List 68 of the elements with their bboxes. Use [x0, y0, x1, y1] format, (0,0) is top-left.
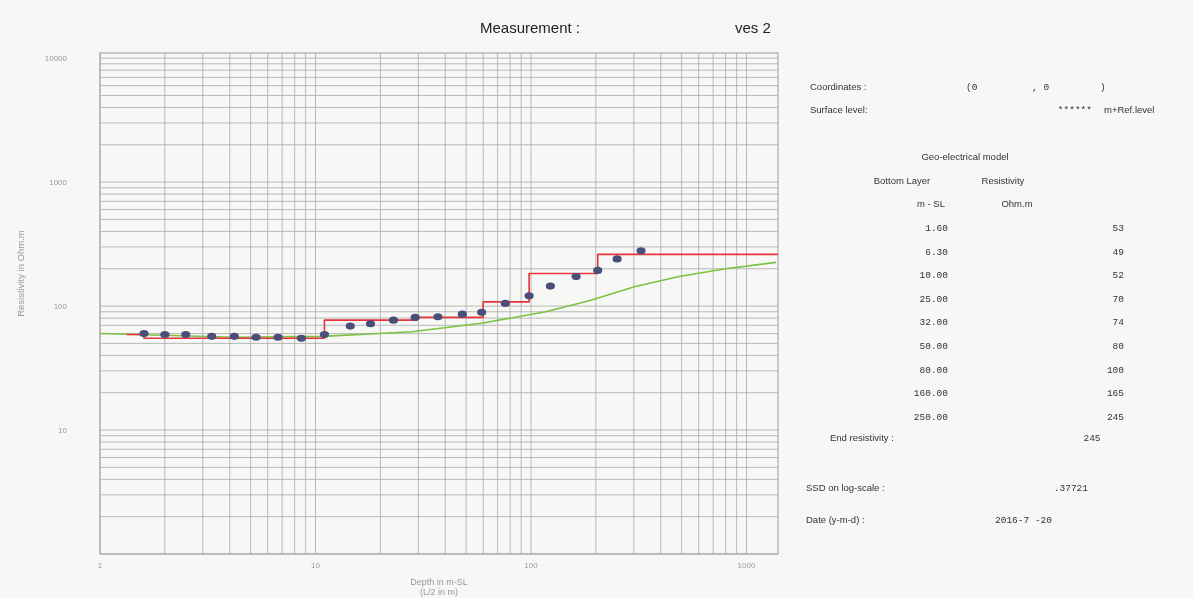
x-tick-label: 1000	[737, 561, 756, 570]
point	[524, 292, 534, 300]
data-label: 49	[1112, 246, 1125, 258]
point	[229, 332, 239, 340]
point	[273, 333, 283, 341]
text: Surface level:	[810, 104, 868, 115]
text: Resistivity	[981, 175, 1025, 186]
text: ******	[1057, 105, 1092, 116]
text: Coordinates :	[810, 81, 867, 92]
text: )	[1100, 82, 1106, 93]
y-tick-label: 100	[53, 302, 68, 312]
text: End resistivity :	[830, 432, 894, 443]
data-label: 165	[1106, 388, 1125, 400]
category-label: 250.00	[913, 411, 949, 423]
text: Ohm.m	[1001, 198, 1033, 209]
point	[139, 329, 149, 338]
point	[593, 266, 603, 274]
text: m - SL	[917, 198, 945, 209]
category-label: 1.60	[925, 223, 949, 234]
x-tick-label: 100	[524, 561, 539, 570]
point	[457, 310, 467, 318]
data-label: 100	[1106, 364, 1125, 376]
category-label: 80.00	[919, 364, 949, 376]
x-axis-title: Depth in m-SL (L/2 in m)	[410, 577, 468, 597]
text: , 0	[1032, 82, 1050, 93]
x-tick-label: 10	[311, 561, 321, 570]
text: Bottom Layer	[873, 175, 931, 186]
text: Geo-electrical model	[921, 151, 1009, 162]
category-label: 32.00	[919, 317, 949, 329]
chart-title: Measurement :	[479, 19, 581, 36]
text: m+Ref.level	[1104, 104, 1155, 115]
data-label: 53	[1112, 223, 1125, 234]
point	[410, 313, 420, 321]
point	[388, 316, 399, 324]
data-label: 245	[1083, 433, 1101, 444]
text: SSD on log-scale :	[806, 482, 885, 493]
text: Date (y-m-d) :	[806, 514, 865, 525]
chart-subtitle: ves 2	[735, 19, 771, 36]
category-label: 50.00	[919, 341, 949, 352]
category-label: 25.00	[919, 293, 949, 305]
point	[500, 299, 510, 308]
category-label: 10.00	[919, 270, 949, 282]
point	[365, 320, 376, 328]
point	[545, 282, 555, 290]
data-label: 52	[1112, 270, 1125, 282]
data-label: 80	[1112, 341, 1125, 352]
point	[160, 330, 170, 339]
category-label: 6.30	[925, 246, 949, 258]
text: (0	[966, 82, 978, 93]
text: 2016-7 -20	[995, 515, 1053, 526]
point	[477, 308, 487, 316]
data-label: 70	[1112, 293, 1125, 305]
point	[636, 247, 646, 255]
y-tick-label: 10000	[44, 54, 68, 64]
point	[612, 255, 622, 263]
text: 245	[1106, 411, 1125, 423]
data-label: 74	[1112, 317, 1125, 329]
point	[251, 333, 261, 341]
y-tick-label: 1000	[49, 178, 68, 188]
y-axis-title: Resistivity in Ohm.m	[15, 230, 26, 317]
category-label: 160.00	[913, 388, 949, 400]
point	[433, 313, 443, 321]
point	[319, 330, 330, 339]
text: .37721	[1053, 483, 1089, 494]
point	[296, 334, 306, 342]
x-tick-label: 1	[97, 561, 103, 570]
y-tick-label: 10	[58, 426, 68, 436]
point	[207, 332, 217, 340]
